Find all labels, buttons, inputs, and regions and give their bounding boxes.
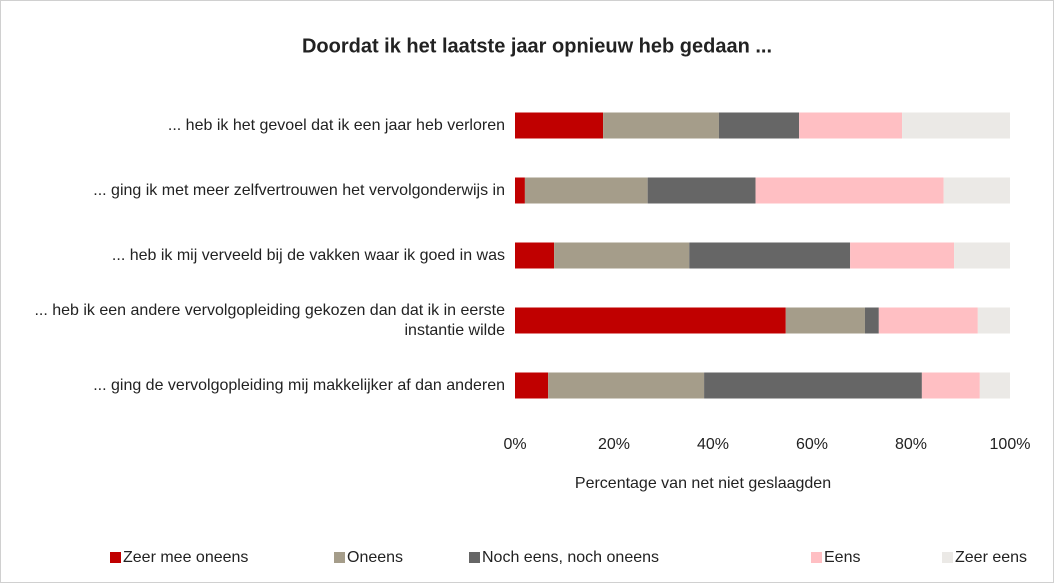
category-label-box: ... heb ik mij verveeld bij de vakken wa… bbox=[111, 246, 505, 264]
legend-label: Eens bbox=[824, 549, 860, 566]
bar-segment bbox=[647, 177, 756, 204]
legend-swatch bbox=[110, 552, 121, 563]
x-tick-label: 80% bbox=[895, 436, 927, 453]
legend-label: Zeer eens bbox=[955, 549, 1027, 566]
x-tick-label: 20% bbox=[598, 436, 630, 453]
x-tick-label: 0% bbox=[503, 436, 526, 453]
category-label: ... ging ik met meer zelfvertrouwen het … bbox=[93, 181, 505, 199]
bar-segment bbox=[515, 112, 604, 139]
bar-segment bbox=[943, 177, 1010, 204]
legend-swatch bbox=[811, 552, 822, 563]
bar-segment bbox=[979, 372, 1010, 399]
bar-segment bbox=[603, 112, 719, 139]
bar-segment bbox=[718, 112, 800, 139]
bar-segment bbox=[515, 372, 549, 399]
x-axis-title: Percentage van net niet geslaagden bbox=[575, 475, 831, 492]
bar-segment bbox=[548, 372, 705, 399]
legend-swatch bbox=[469, 552, 480, 563]
bar-segment bbox=[755, 177, 944, 204]
bar-segment bbox=[554, 242, 690, 269]
bar-segment bbox=[515, 307, 786, 334]
bar-segment bbox=[864, 307, 879, 334]
bar-segment bbox=[902, 112, 1010, 139]
category-label: ... heb ik mij verveeld bij de vakken wa… bbox=[111, 246, 505, 264]
bar-segment bbox=[850, 242, 955, 269]
bar-segment bbox=[785, 307, 865, 334]
category-label-box: ... heb ik het gevoel dat ik een jaar he… bbox=[167, 116, 505, 134]
legend-swatch bbox=[334, 552, 345, 563]
bar-segment bbox=[977, 307, 1010, 334]
category-label-box: ... ging ik met meer zelfvertrouwen het … bbox=[93, 181, 505, 199]
bar-segment bbox=[954, 242, 1010, 269]
x-tick-label: 60% bbox=[796, 436, 828, 453]
x-tick-label: 40% bbox=[697, 436, 729, 453]
bar-segment bbox=[515, 242, 555, 269]
bar-segment bbox=[921, 372, 980, 399]
bar-segment bbox=[878, 307, 978, 334]
x-tick-label: 100% bbox=[990, 436, 1031, 453]
bar-segment bbox=[704, 372, 922, 399]
bar-segment bbox=[524, 177, 648, 204]
legend-label: Noch eens, noch oneens bbox=[482, 549, 659, 566]
legend-label: Oneens bbox=[347, 549, 403, 566]
bar-segment bbox=[689, 242, 851, 269]
bar-segment bbox=[515, 177, 525, 204]
category-label: ... heb ik een andere vervolgopleiding g… bbox=[34, 301, 505, 339]
legend-swatch bbox=[942, 552, 953, 563]
category-label: ... heb ik het gevoel dat ik een jaar he… bbox=[167, 116, 505, 134]
category-label-box: ... ging de vervolgopleiding mij makkeli… bbox=[93, 376, 505, 394]
bar-segment bbox=[799, 112, 903, 139]
category-label-box: ... heb ik een andere vervolgopleiding g… bbox=[34, 301, 505, 339]
chart-title: Doordat ik het laatste jaar opnieuw heb … bbox=[302, 35, 772, 57]
category-label: ... ging de vervolgopleiding mij makkeli… bbox=[93, 376, 505, 394]
legend-label: Zeer mee oneens bbox=[123, 549, 248, 566]
